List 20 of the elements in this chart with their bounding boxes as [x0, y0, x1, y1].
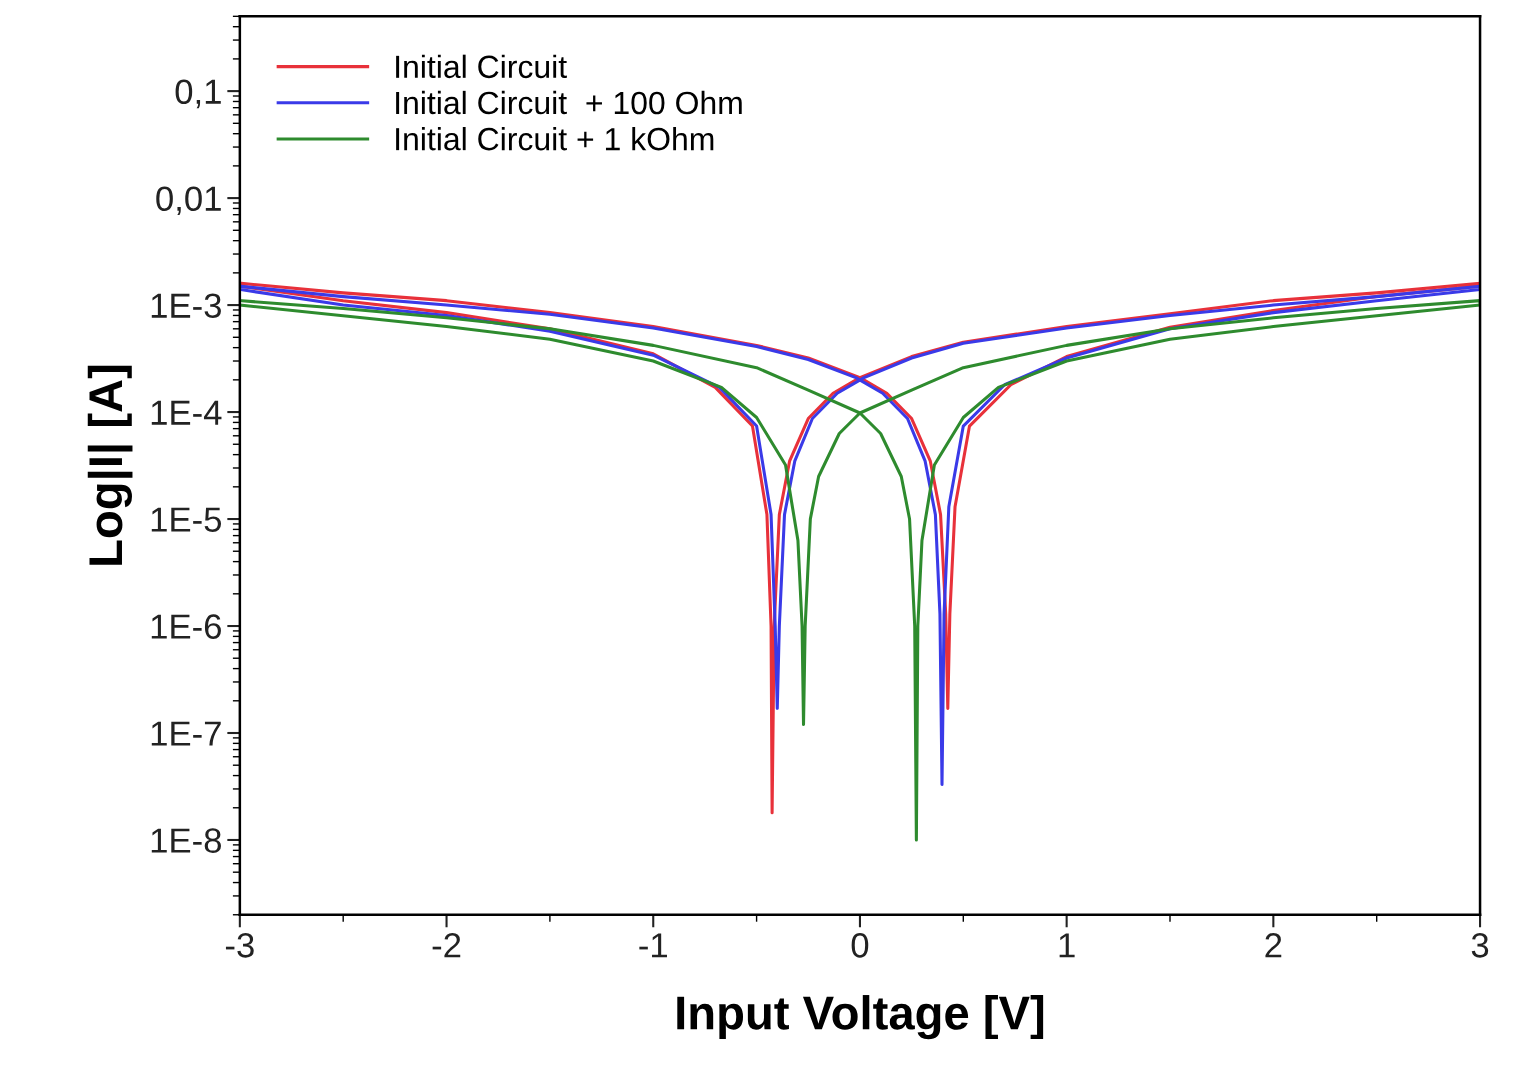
y-axis-title: Log|I| [A]	[87, 365, 133, 565]
y-tick-label: 1E-8	[151, 828, 221, 853]
y-tick-label: 0,1	[175, 79, 221, 109]
y-tick-label: 1E-7	[151, 721, 221, 746]
y-tick-label: 1E-5	[151, 507, 222, 532]
x-tick-label: 0	[851, 933, 869, 958]
x-tick-label: 1	[1059, 933, 1075, 958]
y-tick-label: 1E-4	[151, 400, 222, 425]
legend-label: Initial Circuit	[396, 54, 567, 79]
x-tick-label: -3	[225, 933, 254, 958]
y-tick-label: 1E-6	[151, 614, 221, 639]
x-axis-title: Input Voltage [V]	[677, 995, 1044, 1040]
legend-label: Initial Circuit + 100 Ohm	[396, 90, 742, 115]
x-tick-label: 3	[1471, 933, 1489, 958]
y-tick-label: 1E-3	[151, 293, 221, 318]
x-tick-label: -2	[432, 933, 461, 958]
x-tick-label: 2	[1265, 933, 1282, 958]
x-tick-label: -1	[639, 933, 667, 958]
legend-label: Initial Circuit + 1 kOhm	[396, 127, 714, 151]
y-tick-label: 0,01	[156, 186, 221, 216]
